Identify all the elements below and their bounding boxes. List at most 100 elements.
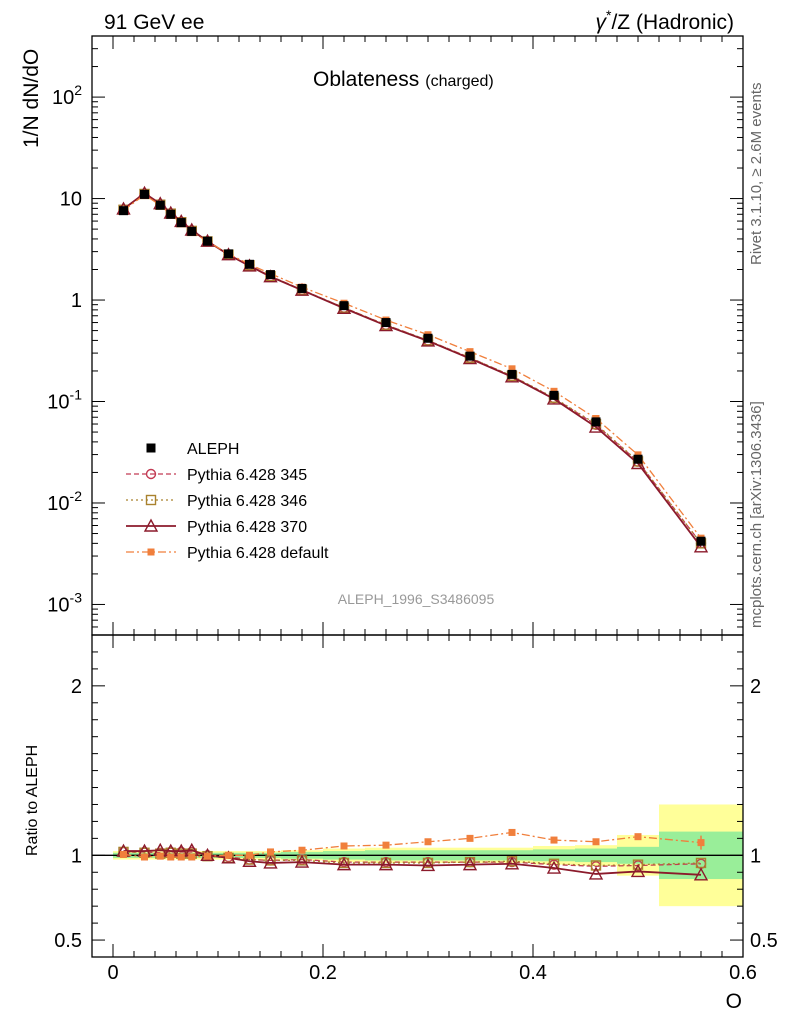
ratio-point-pythia-6-428-default: [592, 838, 600, 846]
legend-marker-pythia-6-428-346: [145, 494, 157, 506]
ratio-point-pythia-6-428-default: [466, 834, 474, 842]
ratio-point-pythia-6-428-default: [298, 846, 306, 854]
legend-label-aleph: ALEPH: [187, 441, 239, 458]
ratio-point-pythia-6-428-default: [267, 848, 274, 856]
legend-label-pythia-6-428-default: Pythia 6.428 default: [187, 545, 329, 562]
x-axis-label: O: [726, 990, 742, 1013]
series-line-pythia-6-428-default: [123, 193, 702, 539]
point-pythia-6-428-370: [693, 539, 709, 553]
ratio-point-pythia-6-428-default: [424, 838, 432, 846]
legend-marker-pythia-6-428-default: [147, 548, 155, 556]
ratio-point-pythia-6-428-370: [378, 857, 394, 871]
ratio-point-pythia-6-428-default: [550, 836, 558, 844]
ratio-point-pythia-6-428-370: [242, 853, 257, 867]
ratio-point-pythia-6-428-346: [590, 860, 602, 871]
ratio-point-pythia-6-428-370: [462, 857, 478, 871]
ratio-y-tick-label-right: 2: [750, 676, 761, 698]
process-star: *: [606, 7, 612, 23]
ratio-point-pythia-6-428-370: [263, 855, 278, 869]
x-tick-label: 0: [107, 962, 118, 984]
y-tick-label-base: 10: [47, 493, 69, 515]
ratio-point-pythia-6-428-370: [294, 854, 310, 868]
y-tick-label: 10-3: [47, 589, 82, 616]
point-aleph: [339, 301, 349, 311]
point-aleph: [297, 283, 307, 293]
y-tick-label-exp: -2: [70, 488, 83, 504]
y-tick-label-exp: 2: [74, 82, 82, 98]
ratio-point-pythia-6-428-370: [588, 866, 604, 880]
point-aleph: [266, 270, 275, 280]
y-tick-label-base: 10: [47, 392, 69, 414]
ratio-point-pythia-6-428-370: [546, 860, 562, 874]
point-aleph: [155, 200, 165, 210]
point-aleph: [381, 318, 391, 328]
point-aleph: [245, 259, 254, 269]
ratio-point-pythia-6-428-default: [697, 839, 705, 847]
point-aleph: [696, 536, 706, 546]
ratio-y-tick-label-right: 0.5: [750, 930, 778, 952]
ratio-line-pythia-6-428-370: [123, 849, 702, 876]
y-tick-label-exp: -3: [70, 589, 83, 605]
point-aleph: [166, 209, 176, 219]
point-aleph: [423, 333, 433, 343]
x-tick-label: 0.2: [309, 962, 337, 984]
ratio-y-tick-label: 0.5: [54, 930, 82, 952]
legend-marker-aleph: [146, 443, 156, 453]
y-tick-label: 10: [60, 189, 82, 211]
ratio-point-pythia-6-428-default: [246, 851, 253, 859]
ratio-point-pythia-6-428-default: [120, 850, 127, 858]
process-rest: /Z (Hadronic): [611, 11, 734, 34]
ratio-point-pythia-6-428-370: [420, 858, 436, 872]
legend: ALEPH Pythia 6.428 345 Pythia 6.428 346 Pyt…: [126, 441, 329, 562]
y-tick-label: 102: [52, 82, 82, 109]
x-tick-label: 0.6: [729, 962, 757, 984]
point-aleph: [119, 206, 128, 216]
y-tick-label: 10-2: [47, 488, 82, 515]
legend-label-pythia-6-428-370: Pythia 6.428 370: [187, 519, 307, 536]
y-tick-label: 10-1: [47, 387, 82, 414]
x-tick-label: 0.4: [519, 962, 547, 984]
plot-title-sub: (charged): [425, 73, 493, 90]
rivet-label: Rivet 3.1.10, ≥ 2.6M events: [748, 83, 765, 266]
ratio-point-pythia-6-428-default: [204, 852, 211, 860]
ratio-point-pythia-6-428-370: [630, 863, 646, 878]
legend-label-pythia-6-428-345: Pythia 6.428 345: [187, 467, 307, 484]
y-tick-label-base: 10: [60, 189, 82, 211]
ratio-y-tick-label-right: 1: [750, 845, 761, 867]
ratio-point-pythia-6-428-default: [177, 853, 185, 861]
process-gamma: γ: [596, 11, 608, 34]
point-aleph: [591, 417, 601, 427]
ratio-point-pythia-6-428-370: [504, 856, 520, 870]
point-aleph: [176, 218, 186, 228]
ratio-point-pythia-6-428-370: [336, 857, 352, 871]
legend-label-pythia-6-428-346: Pythia 6.428 346: [187, 493, 307, 510]
ratio-frame: [91, 634, 744, 958]
y-tick-label-base: 1: [71, 290, 82, 312]
ratio-point-pythia-6-428-346: [632, 859, 644, 870]
point-aleph: [549, 390, 559, 400]
point-aleph: [187, 226, 197, 236]
ratio-panel: 0 0.2 0.4 0.6 0.5 0.5 1 1 2 2: [54, 634, 778, 984]
ratio-point-pythia-6-428-default: [141, 853, 148, 861]
point-aleph: [465, 351, 475, 361]
point-aleph: [507, 369, 517, 379]
ratio-point-pythia-6-428-default: [225, 851, 232, 859]
legend-marker-pythia-6-428-345: [145, 468, 157, 480]
ratio-point-pythia-6-428-default: [167, 853, 175, 861]
legend-marker-pythia-6-428-370: [143, 518, 159, 532]
mcplots-label: mcplots.cern.ch [arXiv:1306.3436]: [748, 401, 765, 628]
point-aleph: [140, 189, 149, 199]
y-tick-label-base: 10: [52, 87, 74, 109]
ratio-y-axis-label: Ratio to ALEPH: [24, 745, 41, 856]
point-aleph: [633, 454, 643, 464]
analysis-watermark: ALEPH_1996_S3486095: [338, 591, 495, 607]
plot-title: Oblateness (charged): [313, 68, 494, 91]
y-tick-label-exp: -1: [70, 387, 83, 403]
ratio-point-pythia-6-428-default: [508, 828, 516, 836]
energy-label: 91 GeV ee: [104, 11, 204, 34]
ratio-point-pythia-6-428-default: [634, 833, 642, 841]
ratio-y-tick-label: 1: [71, 845, 82, 867]
ratio-point-pythia-6-428-default: [382, 841, 390, 849]
